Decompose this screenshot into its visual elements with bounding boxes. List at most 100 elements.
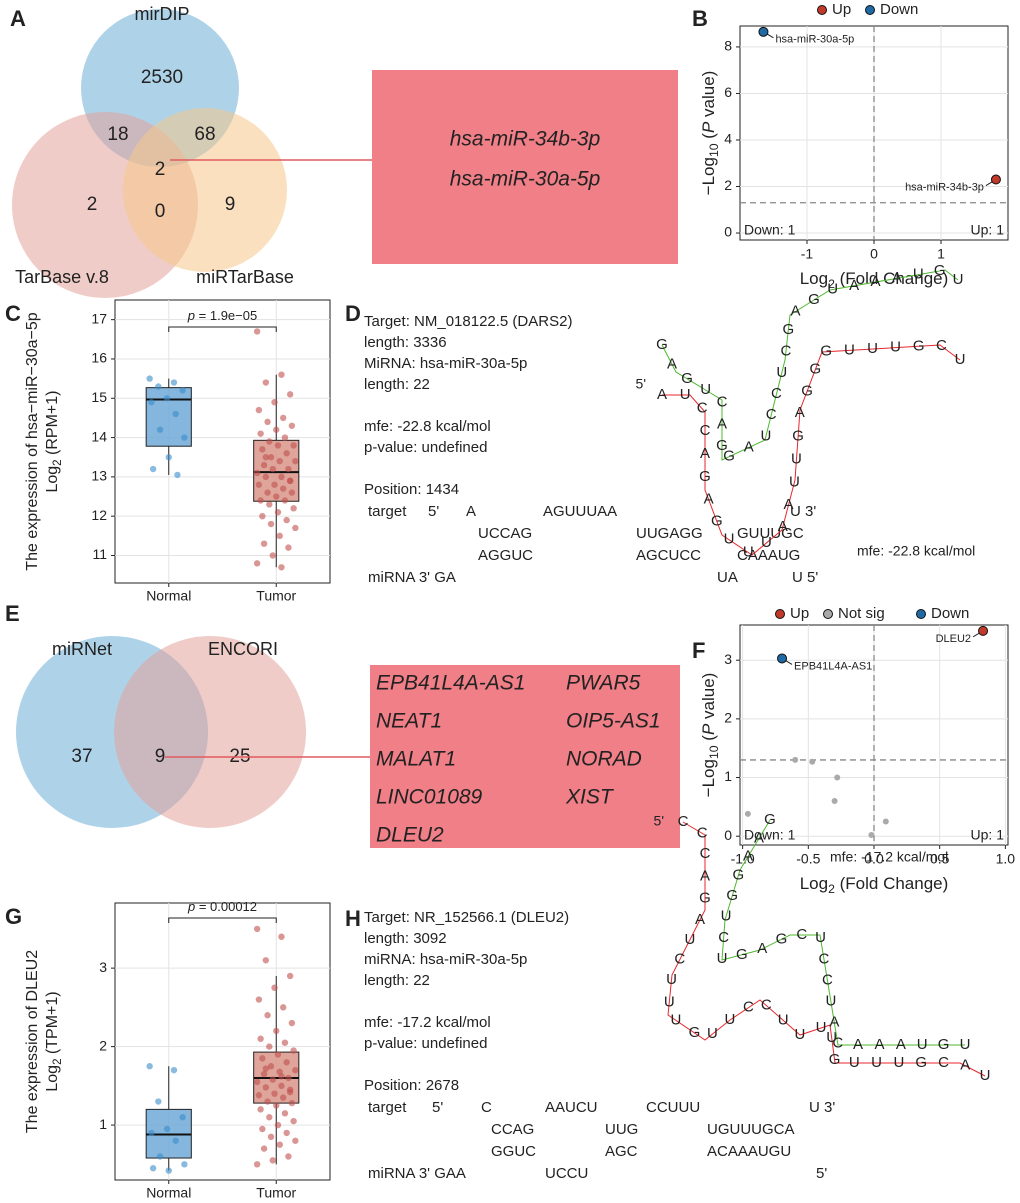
nucleotide: U xyxy=(680,386,691,403)
point xyxy=(267,454,275,461)
point xyxy=(279,1004,287,1011)
nucleotide: G xyxy=(829,1051,841,1068)
nucleotide: G xyxy=(723,448,735,465)
nucleotide: C xyxy=(697,824,708,841)
point xyxy=(260,1145,268,1152)
point xyxy=(259,512,266,520)
nucleotide: U xyxy=(960,1036,971,1053)
x-tick-label: 0 xyxy=(870,246,878,262)
point xyxy=(253,925,261,933)
point xyxy=(266,1043,273,1050)
energy-line: mfe: -17.2 kcal/mol xyxy=(364,1014,491,1031)
alignment-text: GUUUGC xyxy=(737,525,804,542)
x-tick-label: 1.0 xyxy=(996,851,1016,867)
panel-letter: G xyxy=(5,904,22,929)
point xyxy=(279,1094,287,1101)
point xyxy=(276,532,283,540)
point xyxy=(172,1137,179,1144)
point xyxy=(253,328,261,335)
point xyxy=(278,1073,285,1080)
label-part: 2 xyxy=(52,459,64,465)
panel-letter: E xyxy=(5,601,20,626)
point xyxy=(269,1076,276,1083)
nucleotide: C xyxy=(700,422,711,439)
legend-symbol xyxy=(823,609,833,619)
nucleotide: G xyxy=(699,890,711,907)
point xyxy=(283,1129,290,1137)
alignment-text: AGCUCC xyxy=(636,547,701,564)
point xyxy=(276,457,283,465)
point xyxy=(170,379,178,386)
point xyxy=(792,756,799,763)
label-part: (Fold Change) xyxy=(835,874,948,893)
point xyxy=(269,465,276,473)
y-axis-title: −Log10 (P value) xyxy=(699,71,721,196)
point xyxy=(285,1074,292,1082)
alignment-text: miRNA 3' GA xyxy=(368,569,456,586)
nucleotide: G xyxy=(913,337,925,354)
point xyxy=(271,1090,278,1097)
point xyxy=(834,774,841,781)
point xyxy=(163,395,171,402)
point xyxy=(758,26,769,37)
point xyxy=(146,1063,153,1070)
strand-backbone xyxy=(721,819,965,1046)
y-tick-label: 3 xyxy=(99,959,107,975)
nucleotide: A xyxy=(717,415,727,432)
nucleotide: C xyxy=(674,951,685,968)
nucleotide: U xyxy=(867,340,878,357)
label-part: p xyxy=(187,308,195,323)
nucleotide: U xyxy=(684,931,695,948)
point xyxy=(267,520,275,528)
set-label: ENCORI xyxy=(208,639,278,659)
point xyxy=(264,1098,271,1105)
alignment-text: CAAAUG xyxy=(737,547,800,564)
nucleotide: A xyxy=(892,269,902,286)
result-name: PWAR5 xyxy=(566,672,641,695)
point xyxy=(262,1084,270,1091)
nucleotide: U xyxy=(721,908,732,925)
nucleotide: G xyxy=(699,468,711,485)
label-part: = 1.9e−05 xyxy=(195,308,257,323)
nucleotide: C xyxy=(700,845,711,862)
point xyxy=(288,422,296,429)
nucleotide: A xyxy=(757,940,767,957)
alignment-text: GGUC xyxy=(491,1143,536,1160)
nucleotide: A xyxy=(667,355,677,372)
nucleotide: U xyxy=(724,531,735,548)
label-part: Log xyxy=(44,1065,61,1092)
nucleotide: C xyxy=(678,813,689,830)
nucleotide: A xyxy=(700,445,710,462)
comparison-label: p = 0.00012 xyxy=(187,899,257,914)
point xyxy=(156,1153,164,1160)
point xyxy=(165,1167,172,1174)
nucleotide: A xyxy=(700,867,710,884)
label-part: The expression of hsa−miR−30a−5p xyxy=(24,312,41,570)
point xyxy=(172,410,179,418)
point xyxy=(264,489,271,496)
point xyxy=(174,471,181,479)
point xyxy=(253,469,261,477)
five-prime: 5' xyxy=(636,376,646,392)
y-tick-label: 8 xyxy=(724,38,732,54)
point xyxy=(990,174,1001,185)
y-tick-label: 0 xyxy=(724,827,732,843)
point xyxy=(155,383,162,390)
count-annotation: Down: 1 xyxy=(744,827,796,843)
strand-backbone xyxy=(662,344,961,556)
point xyxy=(273,493,280,500)
point xyxy=(253,1161,261,1168)
nucleotide: A xyxy=(829,1014,839,1031)
region-count: 9 xyxy=(225,194,236,215)
region-count: 9 xyxy=(155,746,166,767)
mfe-note: mfe: -17.2 kcal/mol xyxy=(830,849,948,865)
y-tick-label: 11 xyxy=(92,546,107,562)
label-part: p xyxy=(187,899,195,914)
point xyxy=(269,1157,276,1164)
y-axis-title: Log2 (TPM+1) xyxy=(44,991,64,1091)
point xyxy=(271,398,278,406)
point xyxy=(264,418,271,426)
label-part: P xyxy=(699,723,718,735)
y-tick-label: 13 xyxy=(91,468,107,484)
count-annotation: Up: 1 xyxy=(971,827,1005,843)
